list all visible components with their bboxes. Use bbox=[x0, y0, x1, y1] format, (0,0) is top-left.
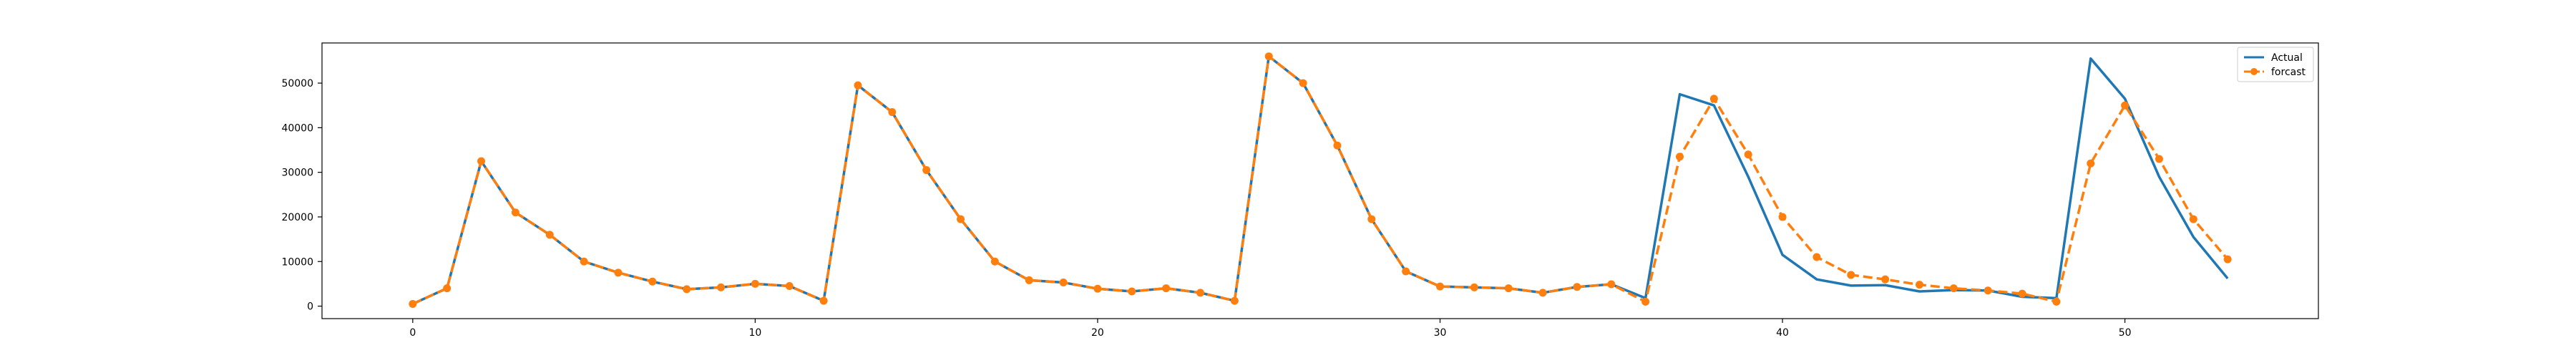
x-tick-label: 20 bbox=[1091, 327, 1104, 339]
data-point bbox=[1025, 276, 1033, 284]
data-point bbox=[1573, 283, 1581, 291]
data-point bbox=[1641, 297, 1650, 306]
data-point bbox=[1470, 283, 1478, 291]
data-point bbox=[648, 277, 657, 286]
data-point bbox=[1607, 280, 1616, 289]
data-point bbox=[443, 284, 452, 293]
y-tick-label: 10000 bbox=[281, 256, 313, 268]
data-point bbox=[2189, 215, 2197, 223]
y-tick-label: 0 bbox=[307, 301, 313, 313]
data-point bbox=[409, 299, 417, 308]
data-point bbox=[614, 268, 623, 277]
data-point bbox=[990, 257, 999, 266]
data-point bbox=[1675, 153, 1684, 161]
data-point bbox=[545, 231, 554, 239]
data-point bbox=[785, 282, 794, 291]
data-point bbox=[1367, 215, 1376, 223]
data-point bbox=[1538, 289, 1547, 297]
data-point bbox=[1504, 284, 1513, 293]
data-point bbox=[1915, 281, 1923, 289]
data-point bbox=[2223, 255, 2232, 263]
data-point bbox=[1059, 279, 1068, 287]
data-point bbox=[1744, 150, 1752, 159]
data-point bbox=[922, 166, 931, 175]
data-point bbox=[477, 157, 486, 165]
data-point bbox=[2121, 101, 2129, 110]
y-tick-label: 50000 bbox=[281, 78, 313, 90]
data-point bbox=[819, 296, 828, 305]
data-point bbox=[1709, 95, 1718, 103]
data-point bbox=[683, 285, 691, 294]
data-point bbox=[854, 81, 862, 90]
x-tick-label: 30 bbox=[1434, 327, 1447, 339]
data-point bbox=[1230, 296, 1239, 305]
x-tick-label: 10 bbox=[748, 327, 761, 339]
data-point bbox=[1196, 289, 1205, 297]
data-point bbox=[1299, 79, 1307, 87]
y-axis: 0 10000 20000 30000 40000 50000 bbox=[281, 78, 322, 313]
series-line-forcast bbox=[412, 54, 2229, 306]
data-point bbox=[888, 108, 897, 117]
data-point bbox=[1128, 287, 1136, 296]
data-point bbox=[1778, 213, 1787, 221]
series-layer bbox=[409, 52, 2232, 308]
series-forcast bbox=[409, 52, 2232, 308]
data-point bbox=[1435, 282, 1444, 291]
data-point bbox=[2155, 155, 2163, 163]
y-tick-label: 30000 bbox=[281, 168, 313, 179]
data-point bbox=[1093, 284, 1102, 293]
data-point bbox=[1881, 275, 1890, 284]
plot-area bbox=[322, 43, 2318, 319]
data-point bbox=[580, 257, 588, 266]
x-axis: 0 10 20 30 40 50 bbox=[409, 319, 2132, 339]
data-point bbox=[957, 215, 965, 223]
data-point bbox=[511, 208, 519, 217]
x-tick-label: 40 bbox=[1776, 327, 1789, 339]
data-point bbox=[2087, 159, 2095, 168]
data-point bbox=[2018, 289, 2026, 298]
data-point bbox=[1813, 253, 1821, 261]
data-point bbox=[717, 283, 726, 291]
x-tick-label: 50 bbox=[2119, 327, 2132, 339]
data-point bbox=[1847, 271, 1855, 279]
y-tick-label: 40000 bbox=[281, 122, 313, 134]
data-point bbox=[1162, 284, 1171, 293]
plot-frame bbox=[321, 42, 2319, 319]
data-point bbox=[1402, 267, 1410, 276]
data-point bbox=[1949, 284, 1958, 293]
legend-label-actual: Actual bbox=[2271, 52, 2303, 64]
data-point bbox=[751, 279, 759, 288]
y-tick-label: 20000 bbox=[281, 212, 313, 223]
data-point bbox=[1264, 52, 1273, 61]
data-point bbox=[1333, 141, 1342, 150]
x-tick-label: 0 bbox=[409, 327, 416, 339]
legend: Actual forcast bbox=[2237, 47, 2314, 82]
data-point bbox=[1984, 286, 1992, 295]
legend-label-forcast: forcast bbox=[2271, 67, 2306, 78]
data-point bbox=[2052, 297, 2061, 306]
legend-marker-forcast bbox=[2250, 68, 2258, 75]
